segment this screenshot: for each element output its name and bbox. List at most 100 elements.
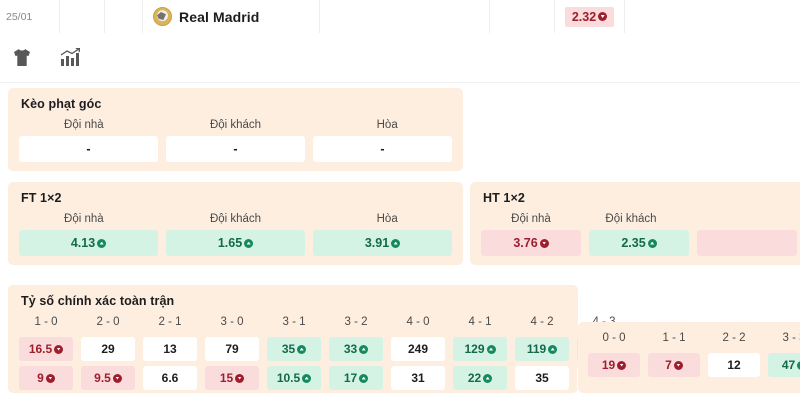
value-text: 22 xyxy=(467,371,482,385)
score-label: 4 - 1 xyxy=(468,316,492,328)
score-cell[interactable]: 9 xyxy=(19,366,73,390)
match-col-3 xyxy=(105,0,143,33)
score-cell[interactable]: 16.5 xyxy=(19,337,73,361)
score-cell[interactable]: 12 xyxy=(708,353,760,377)
score-cell[interactable]: 47 xyxy=(768,353,800,377)
view-toolbar xyxy=(0,33,800,83)
trend-up-icon xyxy=(302,373,312,383)
score-cell[interactable]: 79 xyxy=(205,337,259,361)
match-date: 25/01 xyxy=(6,10,33,23)
corner-value-away[interactable]: - xyxy=(166,136,305,162)
match-col-2 xyxy=(60,0,105,33)
ht-value-home[interactable]: 3.76 xyxy=(481,230,581,256)
score-cell[interactable]: 31 xyxy=(391,366,445,390)
value-text: 119 xyxy=(526,342,547,356)
score-label: 2 - 2 xyxy=(722,332,746,344)
corner-header-home: Đội nhà xyxy=(64,119,104,131)
ft-header-draw: Hòa xyxy=(376,213,398,225)
score-cell[interactable]: 6.6 xyxy=(143,366,197,390)
ht-panel-headers: Đội nhà Đội khách xyxy=(470,211,800,230)
match-table-row[interactable]: 25/01 Real Madrid 2.32 xyxy=(0,0,800,34)
draw-scores-row-1: 19 7 12 47 xyxy=(588,353,800,377)
value-text: 9 xyxy=(37,371,44,385)
match-col-8 xyxy=(625,0,800,33)
value-text: - xyxy=(380,142,385,156)
value-text: 19 xyxy=(601,358,616,372)
value-text: 3.91 xyxy=(364,236,390,250)
score-cell[interactable]: 13 xyxy=(143,337,197,361)
score-cell[interactable]: 129 xyxy=(453,337,507,361)
score-cell[interactable]: 22 xyxy=(453,366,507,390)
draw-scores-labels: 0 - 0 1 - 1 2 - 2 3 - 3 xyxy=(588,330,800,348)
trend-up-icon xyxy=(359,344,369,354)
ft-header-home: Đội nhà xyxy=(64,213,104,225)
trend-up-icon xyxy=(97,238,107,248)
trend-up-icon xyxy=(486,344,496,354)
value-text: 10.5 xyxy=(276,371,301,385)
ft-header-away: Đội khách xyxy=(209,213,262,225)
value-text: 1.65 xyxy=(217,236,243,250)
ht-value-away[interactable]: 2.35 xyxy=(589,230,689,256)
trend-down-icon xyxy=(617,360,627,370)
score-label: 3 - 2 xyxy=(344,316,368,328)
match-team-cell[interactable]: Real Madrid xyxy=(143,0,320,33)
value-text: 4.13 xyxy=(70,236,96,250)
score-cell[interactable]: 29 xyxy=(81,337,135,361)
ft-1x2-panel: FT 1×2 Đội nhà Đội khách Hòa 4.13 1.65 3… xyxy=(8,182,463,265)
score-cell[interactable]: 17 xyxy=(329,366,383,390)
bar-chart-icon[interactable] xyxy=(57,45,83,71)
trend-up-icon xyxy=(647,238,657,248)
corner-panel-title: Kèo phạt góc xyxy=(21,97,102,111)
score-cell[interactable]: 33 xyxy=(329,337,383,361)
trend-up-icon xyxy=(548,344,558,354)
match-odds-badge[interactable]: 2.32 xyxy=(564,6,615,27)
score-label: 1 - 0 xyxy=(34,316,58,328)
corner-panel-headers: Đội nhà Đội khách Hòa xyxy=(8,117,463,136)
trend-up-icon xyxy=(391,238,401,248)
value-text: 35 xyxy=(535,371,549,385)
score-cell[interactable]: 19 xyxy=(588,353,640,377)
score-cell[interactable]: 35 xyxy=(267,337,321,361)
value-text: - xyxy=(233,142,238,156)
score-label: 0 - 0 xyxy=(602,332,626,344)
value-text: 7 xyxy=(665,358,672,372)
score-cell[interactable]: 10.5 xyxy=(267,366,321,390)
corner-odds-panel: Kèo phạt góc Đội nhà Đội khách Hòa - - - xyxy=(8,88,463,171)
value-text: 9.5 xyxy=(94,371,111,385)
score-cell[interactable]: 7 xyxy=(648,353,700,377)
jersey-icon[interactable] xyxy=(9,45,35,71)
ht-header-away: Đội khách xyxy=(605,213,657,225)
exact-score-panel: Tỷ số chính xác toàn trận 1 - 0 2 - 0 2 … xyxy=(8,285,631,393)
score-cell[interactable]: 9.5 xyxy=(81,366,135,390)
score-label: 1 - 1 xyxy=(662,332,686,344)
ft-value-draw[interactable]: 3.91 xyxy=(313,230,452,256)
value-text: 3.76 xyxy=(513,236,538,250)
ft-value-away[interactable]: 1.65 xyxy=(166,230,305,256)
ht-panel-values: 3.76 2.35 xyxy=(470,230,800,268)
value-text: 47 xyxy=(781,358,796,372)
score-label: 3 - 3 xyxy=(782,332,800,344)
real-madrid-crest-icon xyxy=(153,7,172,26)
corner-header-draw: Hòa xyxy=(376,119,398,131)
trend-down-icon xyxy=(673,360,683,370)
value-text: 16.5 xyxy=(28,342,53,356)
corner-value-home[interactable]: - xyxy=(19,136,158,162)
match-col-5 xyxy=(320,0,490,33)
match-odds-cell[interactable]: 2.32 xyxy=(555,0,625,33)
trend-up-icon xyxy=(297,344,307,354)
score-cell[interactable]: 119 xyxy=(515,337,569,361)
value-text: 17 xyxy=(343,371,358,385)
score-cell[interactable]: 15 xyxy=(205,366,259,390)
corner-value-draw[interactable]: - xyxy=(313,136,452,162)
exact-score-labels: 1 - 0 2 - 0 2 - 1 3 - 0 3 - 1 3 - 2 4 - … xyxy=(19,314,615,332)
ht-panel-title: HT 1×2 xyxy=(483,191,525,205)
value-text: 12 xyxy=(727,358,741,372)
score-cell[interactable]: 35 xyxy=(515,366,569,390)
value-text: 6.6 xyxy=(161,371,179,385)
ft-value-home[interactable]: 4.13 xyxy=(19,230,158,256)
value-text: 249 xyxy=(407,342,429,356)
ht-value-draw[interactable] xyxy=(697,230,797,256)
score-cell[interactable]: 249 xyxy=(391,337,445,361)
value-text: 29 xyxy=(101,342,115,356)
exact-score-title: Tỷ số chính xác toàn trận xyxy=(21,294,175,308)
